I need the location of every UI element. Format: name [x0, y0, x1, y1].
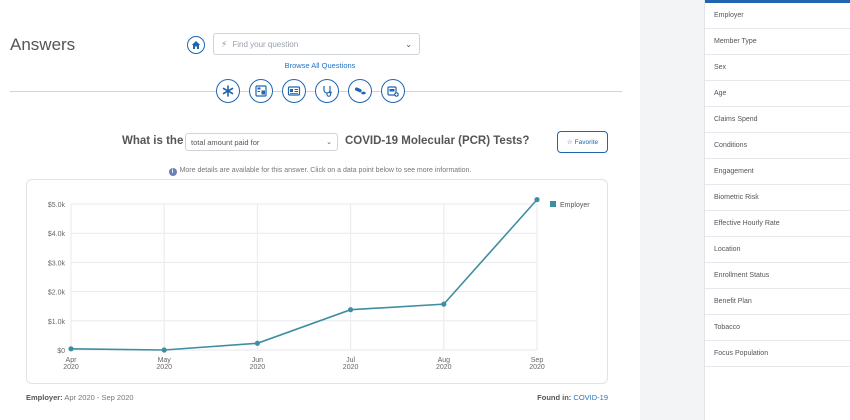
x-tick-label-month: Apr — [66, 357, 78, 364]
sidebar-item-effective-hourly-rate[interactable]: Effective Hourly Rate — [705, 211, 850, 237]
sidebar-list: Employer Member Type Sex Age Claims Spend Con… — [705, 3, 850, 367]
sidebar-item-age[interactable]: Age — [705, 81, 850, 107]
category-button-stethoscope[interactable] — [315, 79, 339, 103]
chart-card: $0 $1.0k $2.0k $3.0k $4.0k $5.0k Apr 2020 May 202… — [26, 179, 608, 384]
y-tick-label: $5.0k — [48, 202, 66, 209]
pharmacy-icon — [255, 85, 267, 97]
chevron-down-icon: ⌄ — [326, 139, 332, 146]
sidebar-item-benefit-plan[interactable]: Benefit Plan — [705, 289, 850, 315]
search-input[interactable] — [232, 39, 406, 49]
home-button[interactable] — [187, 36, 205, 54]
x-tick-label-year: 2020 — [250, 364, 266, 371]
info-icon: i — [168, 168, 177, 176]
x-tick-label-year: 2020 — [343, 364, 359, 371]
y-tick-label: $3.0k — [48, 260, 66, 267]
stethoscope-icon — [323, 86, 332, 97]
y-tick-label: $0 — [57, 348, 65, 355]
data-point[interactable] — [348, 307, 354, 313]
id-card-icon — [287, 86, 301, 96]
legend-label: Employer — [560, 202, 590, 209]
page-title: Answers — [10, 35, 76, 54]
sidebar-item-member-type[interactable]: Member Type — [705, 29, 850, 55]
line-chart: $0$1.0k$2.0k$3.0k$4.0k$5.0kApr2020May202… — [48, 197, 590, 371]
question-builder: What is the total amount paid for ⌄ COVI… — [0, 131, 640, 153]
pills-icon — [354, 87, 366, 95]
y-tick-label: $4.0k — [48, 231, 66, 238]
x-tick-label-year: 2020 — [63, 364, 79, 371]
y-tick-label: $1.0k — [48, 319, 66, 326]
x-tick-label-month: Sep — [531, 357, 544, 364]
sidebar-item-location[interactable]: Location — [705, 237, 850, 263]
category-button-id-card[interactable] — [282, 79, 306, 103]
data-point[interactable] — [254, 340, 260, 346]
sidebar-item-focus-population[interactable]: Focus Population — [705, 341, 850, 367]
question-prefix: What is the — [122, 135, 184, 147]
lightning-icon: ⚡ — [221, 38, 228, 49]
footer-filter-label: Employer: — [26, 393, 63, 402]
footer-filter-value: Apr 2020 - Sep 2020 — [64, 393, 134, 402]
x-tick-label-month: Aug — [438, 357, 451, 364]
data-point[interactable] — [441, 301, 447, 307]
metric-select[interactable]: total amount paid for ⌄ — [185, 133, 338, 151]
star-icon: ☆ — [566, 139, 573, 146]
data-point[interactable] — [534, 197, 540, 203]
x-tick-label-year: 2020 — [529, 364, 545, 371]
y-tick-label: $2.0k — [48, 290, 66, 297]
x-tick-label-year: 2020 — [156, 364, 172, 371]
info-text: More details are available for this answ… — [179, 167, 472, 174]
found-in-link[interactable]: COVID-19 — [573, 393, 608, 402]
sidebar-item-conditions[interactable]: Conditions — [705, 133, 850, 159]
asterisk-icon — [222, 85, 234, 97]
sidebar-item-enrollment-status[interactable]: Enrollment Status — [705, 263, 850, 289]
sidebar-item-claims-spend[interactable]: Claims Spend — [705, 107, 850, 133]
data-point[interactable] — [161, 347, 167, 353]
footer-found-in: Found in: COVID-19 — [537, 393, 608, 402]
sidebar-item-tobacco[interactable]: Tobacco — [705, 315, 850, 341]
sidebar-item-employer[interactable]: Employer — [705, 3, 850, 29]
x-tick-label-year: 2020 — [436, 364, 452, 371]
series-line — [70, 199, 538, 351]
x-tick-label-month: Jun — [252, 357, 263, 364]
legend-swatch — [550, 201, 556, 207]
category-button-pharmacy[interactable] — [249, 79, 273, 103]
category-button-pills[interactable] — [348, 79, 372, 103]
browse-all-questions-link[interactable]: Browse All Questions — [284, 61, 356, 70]
data-point[interactable] — [68, 346, 74, 352]
question-suffix: COVID-19 Molecular (PCR) Tests? — [345, 135, 530, 147]
medical-kit-icon — [387, 86, 399, 97]
sidebar-item-sex[interactable]: Sex — [705, 55, 850, 81]
favorite-button[interactable]: ☆ Favorite — [557, 131, 608, 153]
footer-filter-summary: Employer: Apr 2020 - Sep 2020 — [26, 393, 134, 402]
filter-sidebar: Employer Member Type Sex Age Claims Spend Con… — [704, 0, 850, 420]
question-search[interactable]: ⚡ ⌄ — [213, 33, 420, 55]
chevron-down-icon[interactable]: ⌄ — [405, 39, 412, 49]
sidebar-accent-bar — [705, 0, 850, 3]
category-button-asterisk[interactable] — [216, 79, 240, 103]
x-tick-label-month: May — [158, 357, 172, 364]
category-icons — [216, 79, 405, 103]
metric-select-value: total amount paid for — [191, 137, 260, 147]
answers-panel: Answers ⚡ ⌄ Browse All Questions — [0, 0, 640, 420]
x-tick-label-month: Jul — [346, 357, 355, 364]
found-in-label: Found in: — [537, 393, 572, 402]
info-message: i More details are available for this ans… — [0, 167, 640, 176]
home-icon — [191, 41, 201, 49]
category-button-medical-kit[interactable] — [381, 79, 405, 103]
favorite-label: Favorite — [574, 138, 599, 146]
sidebar-item-biometric-risk[interactable]: Biometric Risk — [705, 185, 850, 211]
sidebar-item-engagement[interactable]: Engagement — [705, 159, 850, 185]
